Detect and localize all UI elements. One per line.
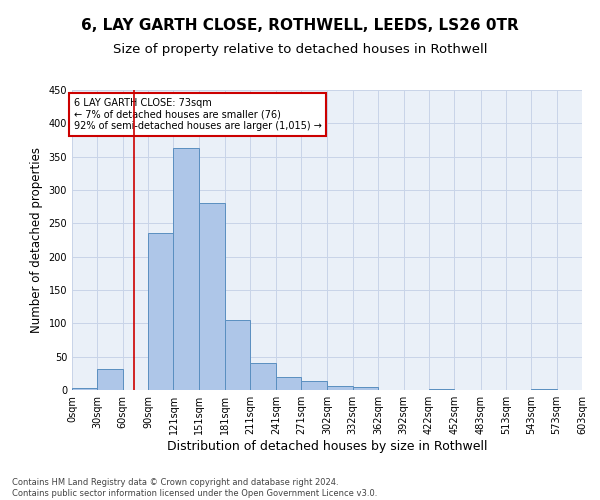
Bar [531,388,557,390]
Bar [97,370,123,390]
Bar [72,388,97,390]
Text: 6, LAY GARTH CLOSE, ROTHWELL, LEEDS, LS26 0TR: 6, LAY GARTH CLOSE, ROTHWELL, LEEDS, LS2… [81,18,519,32]
Bar [173,148,199,390]
Bar [225,320,250,390]
Bar [301,382,328,390]
Text: Contains HM Land Registry data © Crown copyright and database right 2024.
Contai: Contains HM Land Registry data © Crown c… [12,478,377,498]
Text: 6 LAY GARTH CLOSE: 73sqm
← 7% of detached houses are smaller (76)
92% of semi-de: 6 LAY GARTH CLOSE: 73sqm ← 7% of detache… [74,98,322,131]
Bar [276,378,301,390]
Bar [328,386,353,390]
Text: Size of property relative to detached houses in Rothwell: Size of property relative to detached ho… [113,42,487,56]
Y-axis label: Number of detached properties: Number of detached properties [30,147,43,333]
Bar [148,234,173,390]
Bar [250,364,276,390]
Bar [199,204,225,390]
Bar [353,388,378,390]
X-axis label: Distribution of detached houses by size in Rothwell: Distribution of detached houses by size … [167,440,487,453]
